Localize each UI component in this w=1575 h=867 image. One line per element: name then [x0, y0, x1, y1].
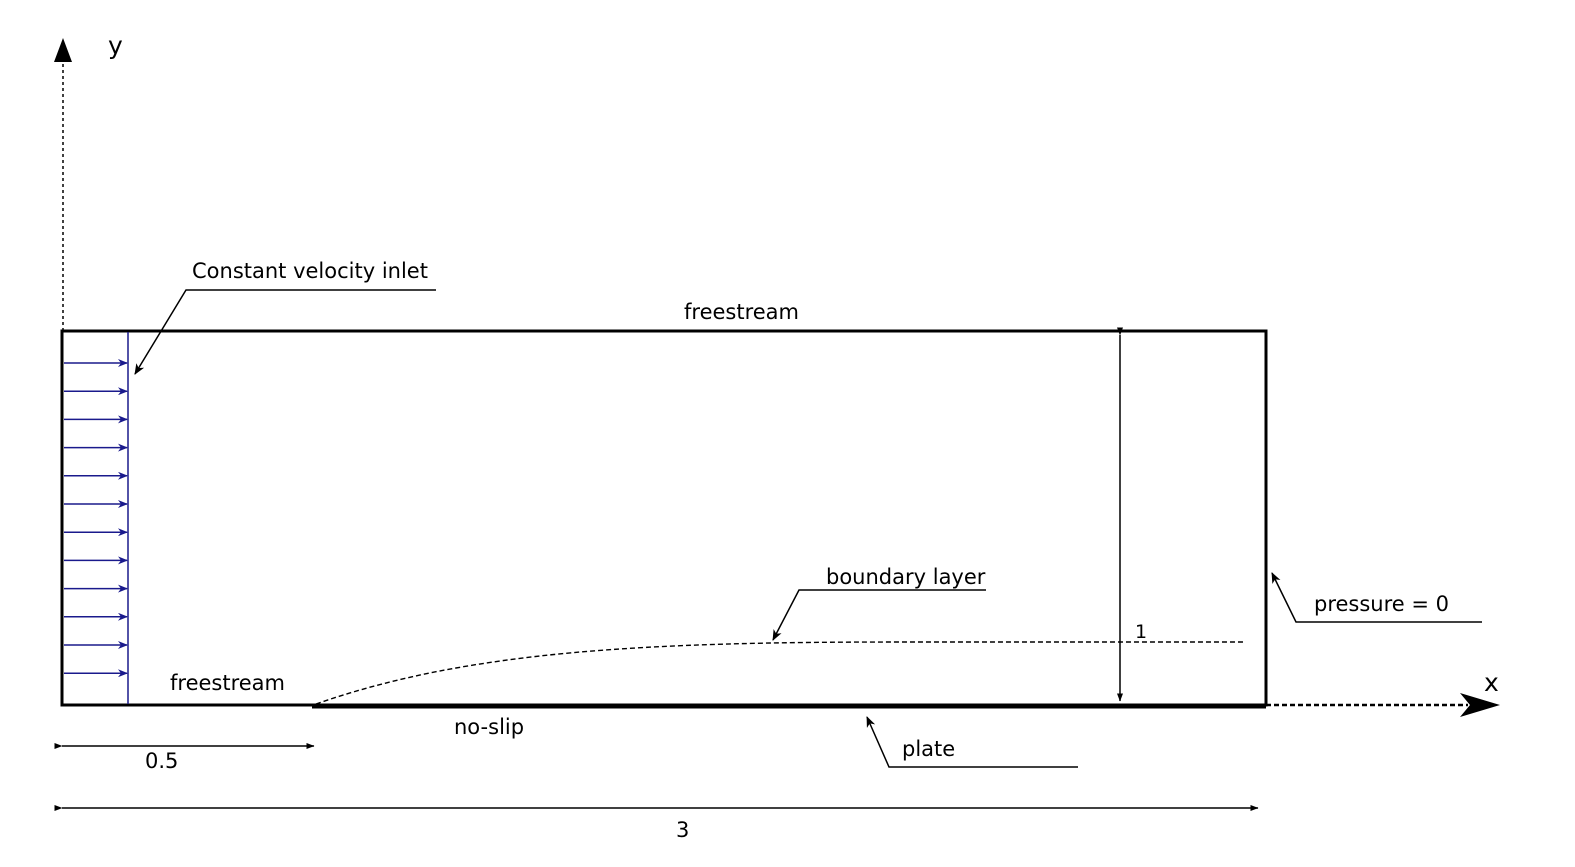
computational-domain: [60, 329, 1268, 707]
plate-leader: [866, 716, 1078, 768]
height-dimension-label: 1: [1135, 621, 1147, 643]
inlet-label: Constant velocity inlet: [192, 259, 428, 283]
inlet-leader: [134, 289, 436, 375]
top-boundary-label: freestream: [684, 300, 799, 324]
boundary-layer-curve: [315, 641, 1245, 705]
outlet-leader: [1271, 572, 1482, 623]
bottom-freestream-label: freestream: [170, 671, 285, 695]
y-axis-label: y: [108, 31, 123, 60]
y-axis-arrowhead: [54, 38, 72, 62]
plate-label: plate: [902, 737, 955, 761]
boundary-layer-label: boundary layer: [826, 565, 986, 589]
x-axis-arrowhead: [1460, 693, 1500, 717]
length-dimension-label: 3: [676, 818, 689, 842]
inlet-velocity-arrows: [64, 359, 128, 678]
no-slip-label: no-slip: [454, 715, 524, 739]
x-axis-label: x: [1484, 668, 1499, 697]
plate-start-dimension-label: 0.5: [145, 749, 178, 773]
boundary-layer-leader: [772, 589, 986, 641]
outlet-label: pressure = 0: [1314, 592, 1449, 616]
